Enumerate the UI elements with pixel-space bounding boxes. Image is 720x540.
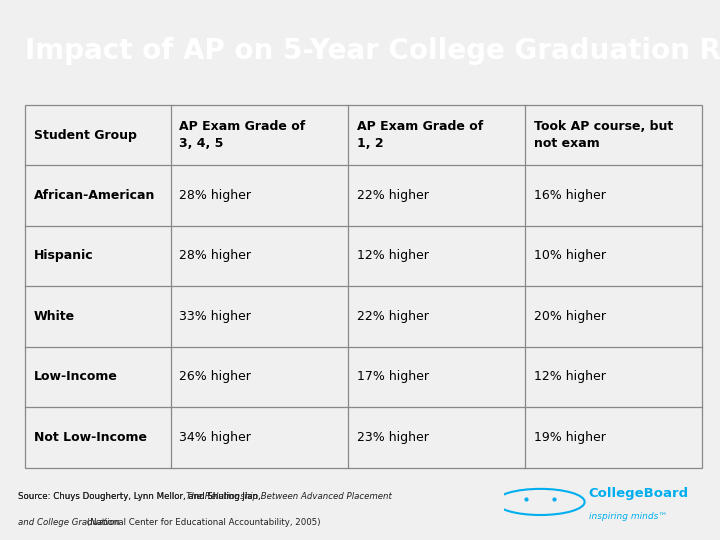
Text: White: White: [34, 310, 75, 323]
Text: Source: Chuys Dougherty, Lynn Mellor, and Shuling Jian,: Source: Chuys Dougherty, Lynn Mellor, an…: [18, 492, 264, 501]
Text: 22% higher: 22% higher: [356, 310, 428, 323]
Text: inspiring minds™: inspiring minds™: [589, 512, 667, 521]
Text: 19% higher: 19% higher: [534, 431, 606, 444]
Text: AP Exam Grade of
1, 2: AP Exam Grade of 1, 2: [356, 120, 483, 150]
Text: Low-Income: Low-Income: [34, 370, 117, 383]
Text: 26% higher: 26% higher: [179, 370, 251, 383]
Text: Took AP course, but
not exam: Took AP course, but not exam: [534, 120, 673, 150]
Text: 23% higher: 23% higher: [356, 431, 428, 444]
Text: 28% higher: 28% higher: [179, 249, 251, 262]
Text: CollegeBoard: CollegeBoard: [589, 487, 689, 500]
Text: 10% higher: 10% higher: [534, 249, 606, 262]
Text: 34% higher: 34% higher: [179, 431, 251, 444]
Text: 22% higher: 22% higher: [356, 189, 428, 202]
Text: (National Center for Educational Accountability, 2005): (National Center for Educational Account…: [84, 518, 320, 527]
Text: The Relationship Between Advanced Placement: The Relationship Between Advanced Placem…: [186, 492, 392, 501]
Text: 12% higher: 12% higher: [356, 249, 428, 262]
Text: 28% higher: 28% higher: [179, 189, 251, 202]
Text: African-American: African-American: [34, 189, 156, 202]
Text: 17% higher: 17% higher: [356, 370, 428, 383]
Text: Source: Chuys Dougherty, Lynn Mellor, and Shuling Jian, The Relationship Between: Source: Chuys Dougherty, Lynn Mellor, an…: [18, 492, 469, 501]
Text: 20% higher: 20% higher: [534, 310, 606, 323]
Text: Impact of AP on 5-Year College Graduation Rates: Impact of AP on 5-Year College Graduatio…: [25, 37, 720, 65]
Text: 33% higher: 33% higher: [179, 310, 251, 323]
Text: Not Low-Income: Not Low-Income: [34, 431, 147, 444]
Text: Student Group: Student Group: [34, 129, 137, 141]
Text: 12% higher: 12% higher: [534, 370, 606, 383]
Text: AP Exam Grade of
3, 4, 5: AP Exam Grade of 3, 4, 5: [179, 120, 305, 150]
Text: Hispanic: Hispanic: [34, 249, 94, 262]
Text: 16% higher: 16% higher: [534, 189, 606, 202]
Text: Source: Chuys Dougherty, Lynn Mellor, and Shuling Jian,: Source: Chuys Dougherty, Lynn Mellor, an…: [18, 492, 264, 501]
Text: and College Graduation: and College Graduation: [18, 518, 120, 527]
